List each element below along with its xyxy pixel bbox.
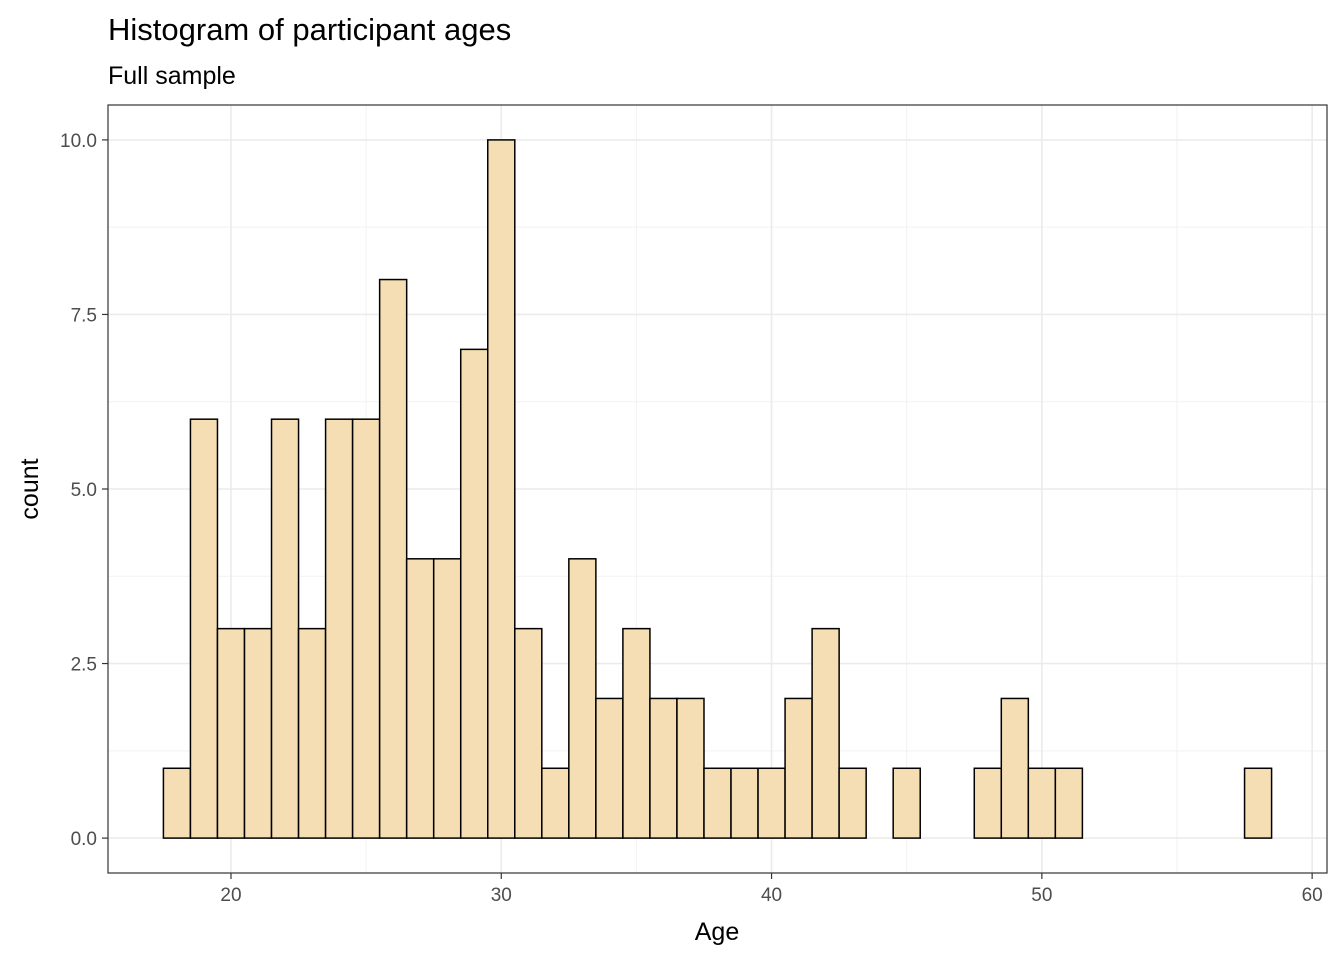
y-tick-label: 7.5	[71, 305, 97, 326]
histogram-bar	[378, 278, 408, 839]
histogram-bar	[216, 627, 246, 839]
histogram-bar	[622, 627, 651, 839]
histogram-bars	[162, 139, 1273, 839]
histogram-bar	[1243, 767, 1273, 839]
x-axis-ticks: 20 30 40 50 60	[220, 873, 1323, 906]
histogram-bar	[324, 418, 354, 839]
histogram-bar	[297, 627, 327, 839]
histogram-bar	[973, 767, 1003, 839]
chart-title: Histogram of participant ages	[108, 12, 511, 47]
histogram-bar	[892, 767, 921, 839]
histogram-bar	[730, 767, 759, 839]
histogram-bar	[1000, 697, 1030, 839]
histogram-bar	[459, 348, 489, 839]
y-axis-ticks: 0.0 2.5 5.0 7.5 10.0	[60, 131, 108, 850]
histogram-bar	[541, 767, 570, 839]
y-tick-label: 2.5	[71, 655, 97, 676]
y-tick-label: 0.0	[71, 829, 97, 850]
histogram-bar	[703, 767, 732, 839]
histogram-bar	[595, 697, 624, 839]
histogram-bar	[838, 767, 867, 839]
histogram-bar	[784, 697, 813, 839]
histogram-bar	[243, 627, 273, 839]
histogram-bar	[487, 139, 516, 839]
histogram-bar	[189, 418, 219, 839]
histogram-bar	[1054, 767, 1084, 839]
histogram-bar	[811, 627, 840, 839]
histogram-bar	[270, 418, 300, 839]
chart-subtitle: Full sample	[108, 62, 236, 90]
x-axis-title: Age	[695, 918, 739, 946]
y-tick-label: 5.0	[71, 480, 97, 501]
histogram-bar	[432, 558, 462, 839]
histogram-bar	[514, 627, 543, 839]
histogram-bar	[757, 767, 786, 839]
histogram-bar	[351, 418, 381, 839]
x-tick-label: 50	[1031, 885, 1052, 906]
histogram-bar	[1027, 767, 1057, 839]
histogram-bar	[676, 697, 705, 839]
x-tick-label: 30	[491, 885, 512, 906]
x-tick-label: 60	[1302, 885, 1323, 906]
histogram-bar	[162, 767, 192, 839]
histogram-bar	[405, 558, 435, 839]
histogram-bar	[568, 558, 597, 839]
y-tick-label: 10.0	[60, 131, 97, 152]
x-tick-label: 40	[761, 885, 782, 906]
x-tick-label: 20	[220, 885, 241, 906]
histogram-bar	[649, 697, 678, 839]
y-axis-title: count	[16, 458, 44, 519]
